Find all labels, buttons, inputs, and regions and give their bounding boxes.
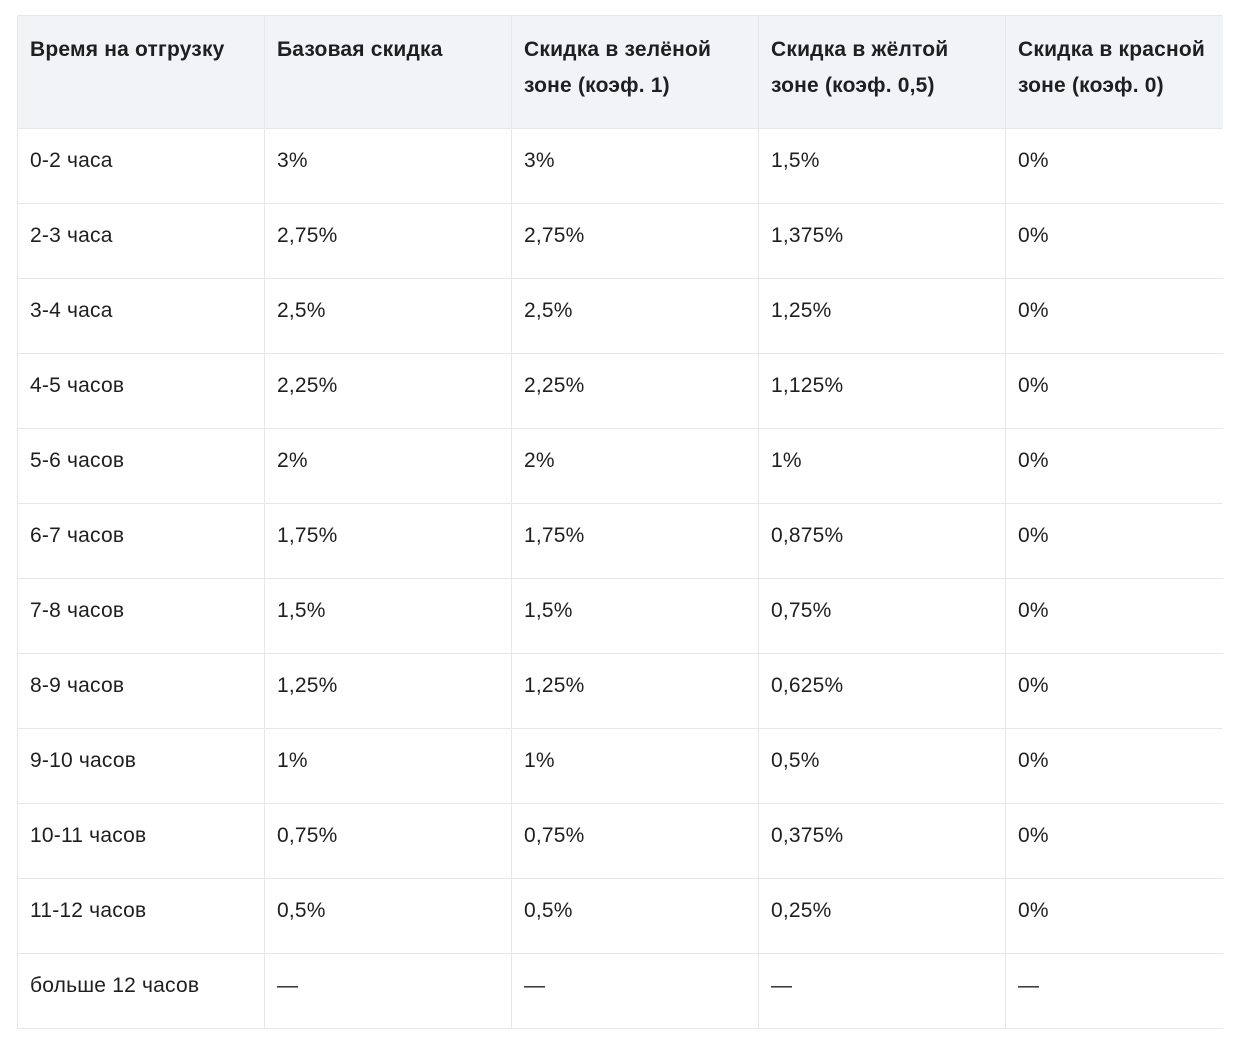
header-line: зоне (коэф. 1) — [524, 74, 670, 97]
cell-green-zone: 0,75% — [511, 803, 759, 879]
cell-yellow-zone: 0,75% — [758, 578, 1006, 654]
header-line: Базовая скидка — [277, 38, 443, 61]
cell-shipping-time: 4-5 часов — [17, 353, 265, 429]
cell-green-zone: — — [511, 953, 759, 1029]
cell-shipping-time: 2-3 часа — [17, 203, 265, 279]
cell-base-discount: 0,75% — [264, 803, 512, 879]
cell-green-zone: 1,75% — [511, 503, 759, 579]
cell-green-zone: 1% — [511, 728, 759, 804]
table-row: 6-7 часов 1,75% 1,75% 0,875% 0% — [17, 503, 1223, 579]
cell-shipping-time: 3-4 часа — [17, 278, 265, 354]
cell-red-zone: 0% — [1005, 503, 1223, 579]
table-row: 8-9 часов 1,25% 1,25% 0,625% 0% — [17, 653, 1223, 729]
cell-shipping-time: 8-9 часов — [17, 653, 265, 729]
cell-shipping-time: 11-12 часов — [17, 878, 265, 954]
cell-shipping-time: 0-2 часа — [17, 128, 265, 204]
cell-yellow-zone: — — [758, 953, 1006, 1029]
table-row: 0-2 часа 3% 3% 1,5% 0% — [17, 128, 1223, 204]
cell-shipping-time: 10-11 часов — [17, 803, 265, 879]
header-red-zone: Скидка в красной зоне (коэф. 0) — [1005, 15, 1223, 129]
cell-yellow-zone: 0,5% — [758, 728, 1006, 804]
header-green-zone: Скидка в зелёной зоне (коэф. 1) — [511, 15, 759, 129]
cell-green-zone: 0,5% — [511, 878, 759, 954]
cell-shipping-time: 9-10 часов — [17, 728, 265, 804]
cell-red-zone: 0% — [1005, 653, 1223, 729]
cell-red-zone: 0% — [1005, 878, 1223, 954]
cell-green-zone: 3% — [511, 128, 759, 204]
cell-base-discount: 2,5% — [264, 278, 512, 354]
cell-yellow-zone: 0,625% — [758, 653, 1006, 729]
cell-yellow-zone: 0,25% — [758, 878, 1006, 954]
header-shipping-time: Время на отгрузку — [17, 15, 265, 129]
cell-base-discount: 0,5% — [264, 878, 512, 954]
cell-red-zone: 0% — [1005, 128, 1223, 204]
table-row: 5-6 часов 2% 2% 1% 0% — [17, 428, 1223, 504]
cell-base-discount: 2% — [264, 428, 512, 504]
table-row: 2-3 часа 2,75% 2,75% 1,375% 0% — [17, 203, 1223, 279]
table-row: 11-12 часов 0,5% 0,5% 0,25% 0% — [17, 878, 1223, 954]
table-body: 0-2 часа 3% 3% 1,5% 0% 2-3 часа 2,75% 2,75% 1,37… — [17, 128, 1223, 1029]
cell-green-zone: 2% — [511, 428, 759, 504]
discount-table-container: Время на отгрузку Базовая скидка Скидка … — [17, 15, 1223, 1029]
header-line: зоне (коэф. 0,5) — [771, 74, 935, 97]
cell-red-zone: — — [1005, 953, 1223, 1029]
cell-red-zone: 0% — [1005, 428, 1223, 504]
cell-base-discount: 1% — [264, 728, 512, 804]
cell-green-zone: 1,5% — [511, 578, 759, 654]
cell-base-discount: 1,75% — [264, 503, 512, 579]
header-line: Скидка в зелёной — [524, 38, 712, 61]
discount-table: Время на отгрузку Базовая скидка Скидка … — [17, 15, 1223, 1029]
table-row: 4-5 часов 2,25% 2,25% 1,125% 0% — [17, 353, 1223, 429]
header-row: Время на отгрузку Базовая скидка Скидка … — [17, 15, 1223, 129]
cell-yellow-zone: 0,375% — [758, 803, 1006, 879]
table-row: 9-10 часов 1% 1% 0,5% 0% — [17, 728, 1223, 804]
header-line: Скидка в жёлтой — [771, 38, 949, 61]
cell-shipping-time: 6-7 часов — [17, 503, 265, 579]
cell-green-zone: 1,25% — [511, 653, 759, 729]
cell-base-discount: — — [264, 953, 512, 1029]
header-line: Скидка в красной — [1018, 38, 1206, 61]
table-row: больше 12 часов — — — — — [17, 953, 1223, 1029]
cell-shipping-time: больше 12 часов — [17, 953, 265, 1029]
cell-red-zone: 0% — [1005, 203, 1223, 279]
cell-yellow-zone: 1% — [758, 428, 1006, 504]
cell-red-zone: 0% — [1005, 278, 1223, 354]
cell-shipping-time: 7-8 часов — [17, 578, 265, 654]
cell-base-discount: 1,25% — [264, 653, 512, 729]
header-line: зоне (коэф. 0) — [1018, 74, 1164, 97]
table-header: Время на отгрузку Базовая скидка Скидка … — [17, 15, 1223, 129]
cell-base-discount: 3% — [264, 128, 512, 204]
table-row: 10-11 часов 0,75% 0,75% 0,375% 0% — [17, 803, 1223, 879]
header-base-discount: Базовая скидка — [264, 15, 512, 129]
cell-yellow-zone: 1,375% — [758, 203, 1006, 279]
table-row: 7-8 часов 1,5% 1,5% 0,75% 0% — [17, 578, 1223, 654]
cell-yellow-zone: 1,5% — [758, 128, 1006, 204]
header-yellow-zone: Скидка в жёлтой зоне (коэф. 0,5) — [758, 15, 1006, 129]
cell-yellow-zone: 1,125% — [758, 353, 1006, 429]
cell-green-zone: 2,25% — [511, 353, 759, 429]
cell-red-zone: 0% — [1005, 728, 1223, 804]
cell-base-discount: 2,75% — [264, 203, 512, 279]
cell-red-zone: 0% — [1005, 578, 1223, 654]
cell-base-discount: 1,5% — [264, 578, 512, 654]
table-row: 3-4 часа 2,5% 2,5% 1,25% 0% — [17, 278, 1223, 354]
cell-yellow-zone: 0,875% — [758, 503, 1006, 579]
cell-green-zone: 2,5% — [511, 278, 759, 354]
cell-red-zone: 0% — [1005, 353, 1223, 429]
cell-base-discount: 2,25% — [264, 353, 512, 429]
cell-shipping-time: 5-6 часов — [17, 428, 265, 504]
cell-green-zone: 2,75% — [511, 203, 759, 279]
header-line: Время на отгрузку — [30, 38, 225, 61]
cell-yellow-zone: 1,25% — [758, 278, 1006, 354]
cell-red-zone: 0% — [1005, 803, 1223, 879]
